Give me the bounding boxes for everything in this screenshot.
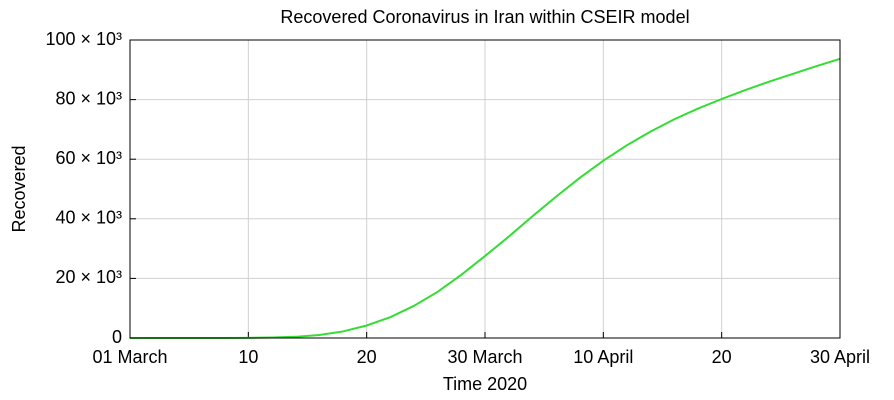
y-axis-label: Recovered bbox=[9, 145, 29, 232]
x-tick-label: 20 bbox=[357, 347, 377, 367]
plot-frame bbox=[129, 39, 841, 339]
y-tick-label: 60 × 10³ bbox=[55, 148, 122, 168]
x-tick-label: 10 April bbox=[573, 347, 633, 367]
x-tick-label: 30 March bbox=[447, 347, 522, 367]
chart-title: Recovered Coronavirus in Iran within CSE… bbox=[280, 7, 689, 27]
tick-labels: 0 20 × 10³ 40 × 10³ 60 × 10³ 80 × 10³ 100 × 1… bbox=[45, 29, 870, 367]
x-tick-label: 30 April bbox=[810, 347, 870, 367]
x-axis-label: Time 2020 bbox=[443, 374, 527, 394]
y-tick-label: 100 × 10³ bbox=[45, 29, 122, 49]
y-tick-label: 0 bbox=[112, 327, 122, 347]
x-tick-label: 01 March bbox=[92, 347, 167, 367]
y-tick-label: 40 × 10³ bbox=[55, 208, 122, 228]
y-tick-label: 20 × 10³ bbox=[55, 267, 122, 287]
x-tick-label: 20 bbox=[712, 347, 732, 367]
x-tick-label: 10 bbox=[238, 347, 258, 367]
y-tick-label: 80 × 10³ bbox=[55, 88, 122, 108]
